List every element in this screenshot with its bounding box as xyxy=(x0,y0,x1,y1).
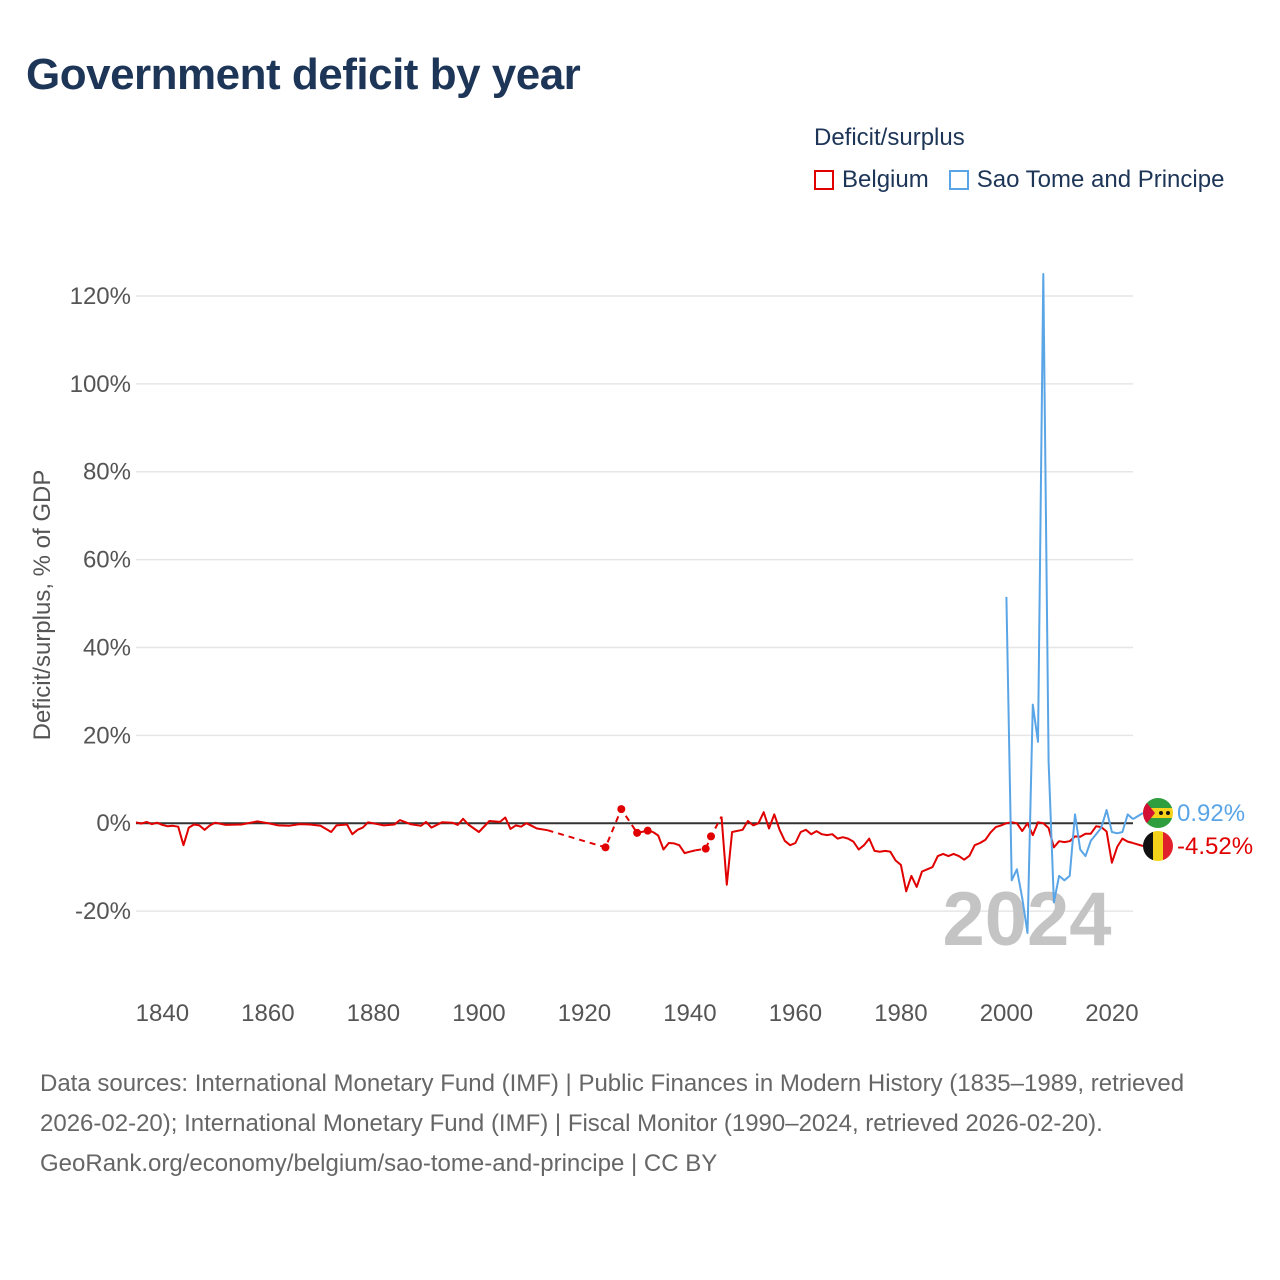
chart-title: Government deficit by year xyxy=(26,50,581,99)
belgium-flag-icon xyxy=(1143,831,1173,861)
x-tick-label: 1840 xyxy=(136,1000,189,1027)
legend-item-belgium[interactable]: Belgium xyxy=(814,166,929,194)
x-tick-label: 1900 xyxy=(452,1000,505,1027)
y-axis-label: Deficit/surplus, % of GDP xyxy=(29,470,56,741)
x-axis-ticks: 1840 1860 1880 1900 1920 1940 1960 1980 2000 2020 xyxy=(136,1000,1139,1027)
legend-item-sao-tome[interactable]: Sao Tome and Principe xyxy=(948,166,1225,194)
series-line-belgium-1 xyxy=(547,808,654,849)
data-point-belgium xyxy=(701,844,710,853)
end-connector xyxy=(1132,812,1144,820)
data-point-belgium xyxy=(601,843,610,852)
line-chart: -20%0%20%40%60%80%100%120% 1840 1860 1880 1… xyxy=(29,273,1253,1027)
series-line-belgium-3 xyxy=(695,816,723,852)
x-tick-label: 1960 xyxy=(769,1000,822,1027)
y-tick-label: 20% xyxy=(83,722,131,749)
data-point-belgium xyxy=(617,805,626,814)
x-tick-label: 1880 xyxy=(347,1000,400,1027)
data-point-belgium xyxy=(706,832,715,841)
credit-link[interactable]: GeoRank.org/economy/belgium/sao-tome-and… xyxy=(40,1150,718,1177)
x-tick-label: 2000 xyxy=(980,1000,1033,1027)
x-tick-label: 1980 xyxy=(874,1000,927,1027)
series-line-belgium-4 xyxy=(720,811,1134,893)
legend-swatch-belgium xyxy=(814,170,834,190)
legend: Belgium Sao Tome and Principe xyxy=(814,166,1244,194)
legend-label-belgium: Belgium xyxy=(842,166,929,193)
end-marker-belgium: -4.52% xyxy=(1132,831,1253,861)
series-line-sao-tome-and-principe-0 xyxy=(1005,273,1134,934)
y-axis-ticks: -20% 0% 20% 40% 60% 80% 100% 120% xyxy=(70,283,131,925)
sao-tome-flag-icon xyxy=(1143,798,1173,828)
y-tick-label: 100% xyxy=(70,371,131,398)
series-line-belgium-2 xyxy=(652,831,696,855)
x-tick-label: 1920 xyxy=(558,1000,611,1027)
y-tick-label: 60% xyxy=(83,547,131,574)
x-tick-label: 1940 xyxy=(663,1000,716,1027)
data-point-belgium xyxy=(643,826,652,835)
end-value-label: 0.92% xyxy=(1177,800,1245,827)
end-connector xyxy=(1132,842,1144,847)
y-tick-label: 120% xyxy=(70,283,131,310)
legend-swatch-sao-tome xyxy=(948,170,969,190)
end-marker-sao-tome-and-principe: 0.92% xyxy=(1132,798,1245,828)
y-tick-label: 40% xyxy=(83,634,131,661)
series-line-belgium-0 xyxy=(135,816,548,847)
grid-lines xyxy=(136,295,1133,912)
data-sources: Data sources: International Monetary Fun… xyxy=(40,1070,1185,1137)
y-tick-label: 0% xyxy=(96,810,131,837)
end-value-label: -4.52% xyxy=(1177,833,1253,860)
series-lines xyxy=(135,273,1134,934)
footer: Data sources: International Monetary Fun… xyxy=(40,1064,1240,1184)
end-labels: 0.92% -4.52% xyxy=(1132,798,1253,861)
legend-label-sao-tome: Sao Tome and Principe xyxy=(976,166,1225,193)
data-point-belgium xyxy=(633,828,642,837)
y-tick-label: 80% xyxy=(83,459,131,486)
x-tick-label: 2020 xyxy=(1085,1000,1138,1027)
y-tick-label: -20% xyxy=(75,898,131,925)
legend-title: Deficit/surplus xyxy=(814,124,965,151)
x-tick-label: 1860 xyxy=(241,1000,294,1027)
